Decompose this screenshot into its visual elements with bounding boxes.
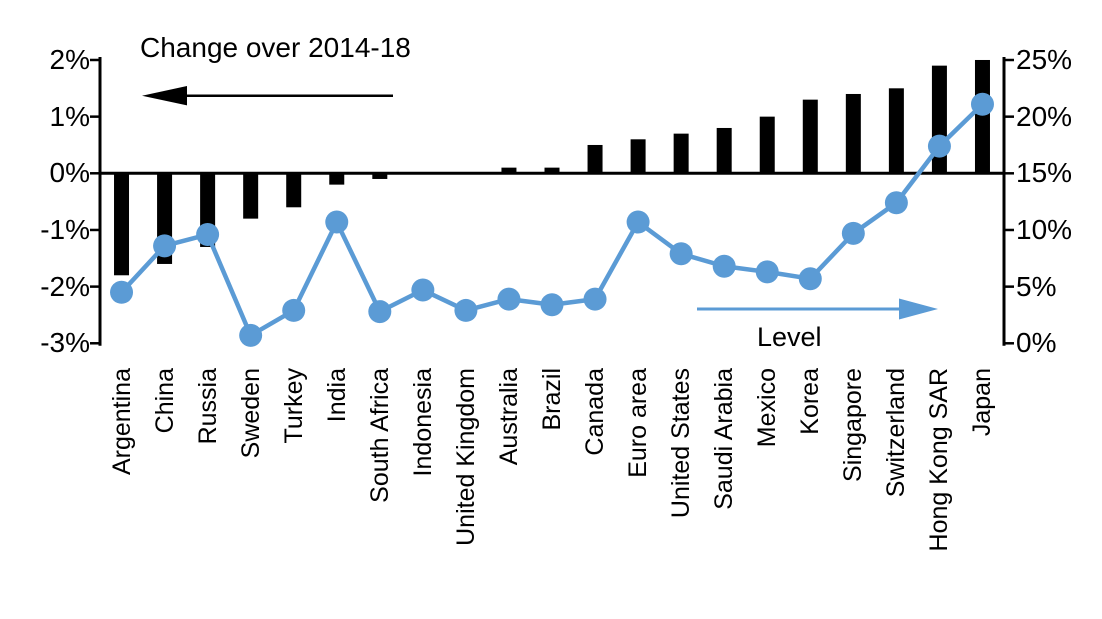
dot-brazil	[540, 293, 564, 317]
dot-argentina	[110, 280, 134, 304]
category-label-brazil: Brazil	[538, 368, 566, 431]
bar-sweden	[243, 173, 259, 219]
dot-russia	[196, 223, 220, 247]
bar-canada	[587, 144, 603, 174]
category-label-indonesia: Indonesia	[408, 368, 437, 477]
dot-hong-kong-sar	[927, 134, 951, 158]
bar-australia	[501, 167, 517, 174]
category-label-singapore: Singapore	[839, 368, 868, 482]
right-axis-tick-label: 15%	[1016, 157, 1073, 189]
line-series-annotation: Level	[757, 322, 822, 352]
category-label-turkey: Turkey	[279, 368, 308, 444]
right-axis-tick-label: 5%	[1016, 270, 1057, 302]
category-label-russia: Russia	[193, 368, 222, 445]
bar-india	[329, 173, 345, 185]
bar-argentina	[114, 173, 130, 276]
bar-brazil	[544, 167, 560, 174]
dot-china	[153, 234, 177, 258]
bar-saudi-arabia	[716, 127, 732, 174]
bar-series-annotation: Change over 2014-18	[140, 32, 411, 63]
bar-united-states	[673, 133, 689, 174]
left-axis-tick-label: -3%	[40, 327, 90, 359]
right-axis-tick-label: 25%	[1016, 44, 1073, 75]
dot-united-kingdom	[454, 298, 478, 322]
bar-turkey	[286, 173, 302, 208]
right-axis-tick-label: 20%	[1016, 100, 1073, 132]
left-axis-tick-label: 0%	[49, 157, 90, 189]
dot-australia	[497, 287, 521, 311]
left-axis-tick-label: 1%	[49, 100, 90, 132]
change-arrow-head-icon	[142, 86, 187, 106]
category-label-china: China	[150, 368, 179, 434]
dot-singapore	[841, 221, 865, 245]
category-label-sweden: Sweden	[236, 368, 265, 459]
left-axis-tick-label: -1%	[40, 213, 90, 245]
dot-saudi-arabia	[712, 254, 736, 278]
category-label-united-states: United States	[667, 368, 696, 519]
dot-south-africa	[368, 300, 392, 324]
dot-japan	[970, 92, 994, 116]
dot-canada	[583, 287, 607, 311]
level-arrow-head-icon	[899, 298, 938, 320]
bar-japan	[974, 59, 990, 174]
dot-turkey	[282, 298, 306, 322]
left-axis-tick-label: -2%	[40, 270, 90, 302]
category-label-japan: Japan	[968, 368, 997, 437]
bar-switzerland	[888, 88, 904, 174]
category-label-canada: Canada	[581, 368, 610, 456]
dot-united-states	[669, 242, 693, 266]
dot-switzerland	[884, 191, 908, 215]
dot-indonesia	[411, 278, 435, 302]
category-label-switzerland: Switzerland	[882, 368, 911, 498]
right-axis-tick-label: 0%	[1016, 327, 1057, 359]
bar-mexico	[759, 116, 775, 174]
category-label-india: India	[322, 368, 351, 423]
category-label-united-kingdom: United Kingdom	[451, 368, 480, 546]
bar-korea	[802, 99, 818, 174]
dot-mexico	[755, 260, 779, 284]
dot-euro-area	[626, 210, 650, 234]
category-label-argentina: Argentina	[107, 368, 136, 476]
dot-india	[325, 210, 349, 234]
category-label-australia: Australia	[494, 368, 523, 466]
right-axis-tick-label: 10%	[1016, 213, 1073, 245]
category-label-mexico: Mexico	[753, 368, 782, 448]
bar-south-africa	[372, 173, 388, 179]
category-label-saudi-arabia: Saudi Arabia	[710, 368, 739, 510]
category-label-south-africa: South Africa	[365, 368, 394, 503]
dot-sweden	[239, 323, 263, 347]
dot-korea	[798, 267, 822, 291]
bar-euro-area	[630, 139, 646, 174]
bar-singapore	[845, 93, 861, 174]
category-label-euro-area: Euro area	[624, 368, 653, 478]
category-label-hong-kong-sar: Hong Kong SAR	[925, 368, 954, 552]
category-label-korea: Korea	[796, 368, 825, 435]
left-axis-tick-label: 2%	[49, 43, 90, 75]
